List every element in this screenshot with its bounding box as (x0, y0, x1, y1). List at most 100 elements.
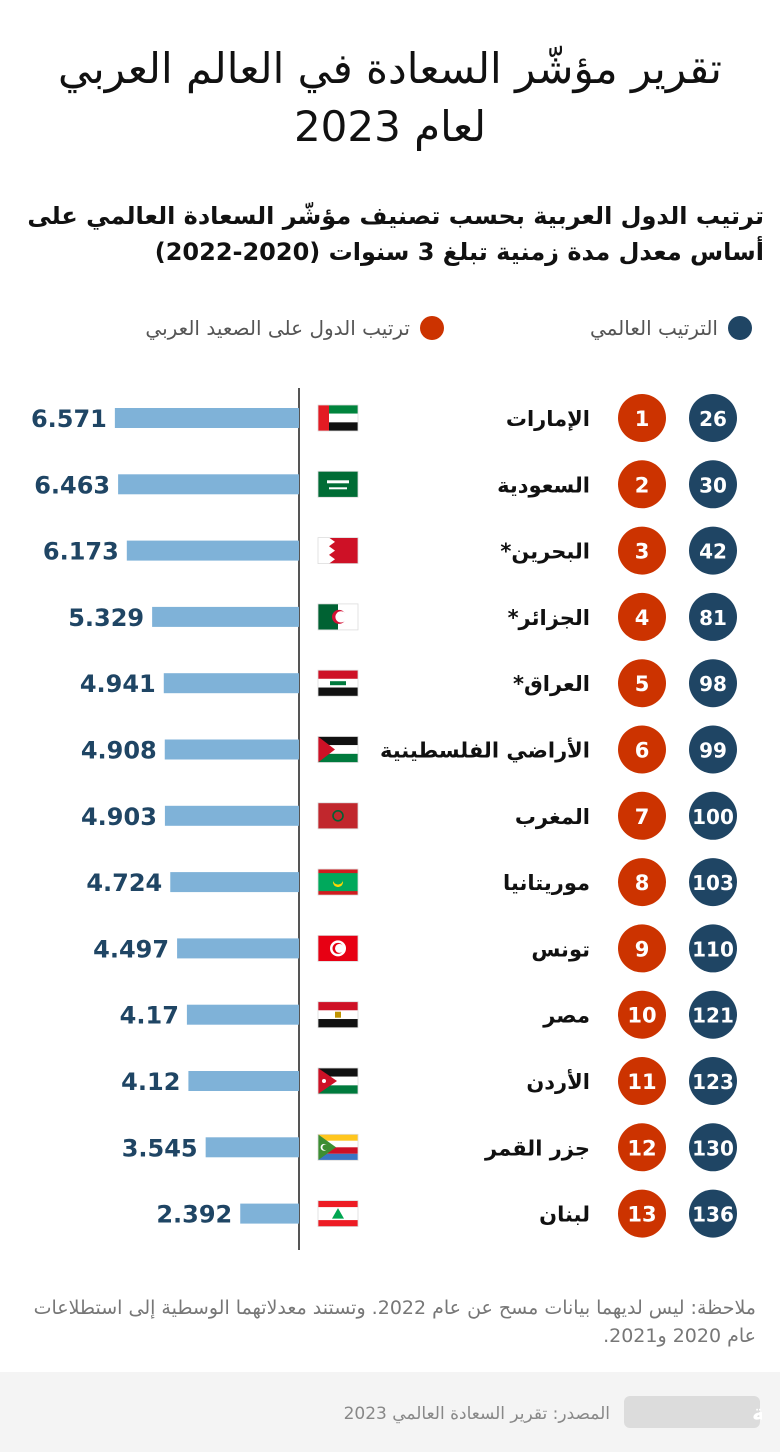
bar (118, 474, 299, 495)
global-rank-badge (689, 1057, 737, 1105)
bahrain-flag-icon (317, 537, 359, 565)
algeria-flag-icon (317, 603, 359, 631)
morocco-flag-icon (317, 802, 359, 830)
lebanon-flag-icon (317, 1200, 359, 1227)
arab-rank-label: 8 (635, 871, 650, 895)
legend-dot-global (728, 316, 752, 340)
arab-rank-badge (618, 924, 666, 973)
global-rank-badge (689, 460, 737, 509)
bar (164, 805, 299, 826)
arab-rank-badge (618, 725, 666, 774)
arab-rank-label: 6 (635, 739, 650, 763)
legend: الترتيب العالمي ترتيب الدول على الصعيد ا… (0, 310, 780, 346)
global-rank-badge (689, 858, 737, 907)
source-text: المصدر: تقرير السعادة العالمي 2023 (343, 1404, 610, 1424)
bar-value-label: 4.724 (86, 869, 162, 897)
bar (240, 1203, 299, 1224)
bar-value-label: 4.908 (81, 737, 157, 765)
iraq-flag-icon (317, 669, 359, 697)
country-name: لبنان (539, 1203, 590, 1227)
legend-item-global: الترتيب العالمي (590, 310, 752, 346)
global-rank-badge (689, 725, 737, 774)
arab-rank-label: 2 (635, 473, 650, 497)
legend-item-arab: ترتيب الدول على الصعيد العربي (145, 310, 444, 346)
bar-value-label: 4.941 (80, 670, 156, 698)
bar-value-label: 4.12 (121, 1068, 180, 1096)
bar (170, 872, 299, 893)
saudi-flag-icon (317, 470, 359, 498)
global-rank-label: 121 (692, 1004, 734, 1028)
global-rank-label: 130 (692, 1136, 734, 1160)
arab-rank-badge (618, 526, 666, 575)
footnote: ملاحظة: ليس لديهما بيانات مسح عن عام 202… (33, 1297, 756, 1347)
global-rank-badge (689, 526, 737, 575)
page-title: تقرير مؤشّر السعادة في العالم العربي لعا… (58, 44, 722, 151)
global-rank-label: 123 (692, 1070, 734, 1094)
arab-rank-badge (618, 394, 666, 442)
arab-rank-label: 12 (627, 1136, 656, 1160)
egypt-flag-icon (317, 1001, 359, 1029)
arab-rank-badge (618, 1123, 666, 1172)
bar-value-label: 4.17 (120, 1002, 179, 1030)
bar (126, 540, 299, 561)
bar-value-label: 4.497 (93, 935, 169, 963)
country-name: البحرين* (500, 540, 590, 564)
legend-label-global: الترتيب العالمي (589, 316, 718, 340)
arab-rank-label: 5 (635, 672, 650, 696)
chart-subtitle: ترتيب الدول العربية بحسب تصنيف مؤشّر الس… (27, 202, 764, 266)
bar-value-label: 3.545 (122, 1134, 198, 1162)
legend-label-arab: ترتيب الدول على الصعيد العربي (145, 316, 410, 340)
global-rank-label: 103 (692, 871, 734, 895)
global-rank-label: 26 (699, 407, 727, 431)
logo-text: بالعربية (752, 1401, 762, 1426)
comoros-flag-icon (317, 1133, 359, 1161)
arab-rank-label: 9 (635, 937, 650, 961)
arab-rank-label: 4 (635, 606, 650, 630)
arab-rank-label: 13 (627, 1203, 656, 1227)
country-name: موريتانيا (503, 871, 590, 895)
global-rank-label: 110 (692, 937, 734, 961)
bar (152, 606, 299, 627)
jordan-flag-icon (317, 1067, 359, 1095)
country-name: الأردن (526, 1068, 590, 1094)
palestine-flag-icon (317, 736, 359, 763)
country-name: الإمارات (506, 407, 590, 431)
arab-rank-label: 10 (627, 1004, 656, 1028)
global-rank-badge (689, 990, 737, 1039)
arab-rank-badge (618, 460, 666, 509)
country-name: العراق* (513, 672, 590, 696)
global-rank-badge (689, 924, 737, 973)
arab-rank-label: 7 (635, 805, 650, 829)
bar-value-label: 2.392 (156, 1201, 232, 1229)
global-rank-badge (689, 394, 737, 442)
global-rank-badge (689, 791, 737, 840)
bar-chart: 6.571 الإمارات 1 266.463 السعودية 2 306.173 الب… (31, 388, 737, 1250)
country-name: تونس (531, 937, 590, 961)
legend-dot-arab (420, 316, 444, 340)
arab-rank-badge (618, 592, 666, 641)
global-rank-label: 100 (692, 805, 734, 829)
arab-rank-badge (618, 1189, 666, 1238)
bar-value-label: 6.173 (43, 538, 119, 566)
global-rank-badge (689, 1123, 737, 1172)
bar-value-label: 6.571 (31, 405, 107, 433)
bar (114, 408, 300, 428)
global-rank-label: 81 (699, 606, 727, 630)
country-name: الجزائر* (508, 606, 590, 630)
cnn-arabic-logo: بالعربية (624, 1396, 762, 1428)
footer: المصدر: تقرير السعادة العالمي 2023 بالعر… (0, 1372, 780, 1452)
country-name: الأراضي الفلسطينية (380, 737, 590, 763)
tunisia-flag-icon (317, 935, 359, 962)
bar-value-label: 5.329 (68, 604, 144, 632)
bar-value-label: 4.903 (81, 803, 157, 831)
global-rank-badge (689, 659, 737, 708)
mauritania-flag-icon (317, 868, 359, 896)
country-name: مصر (542, 1004, 590, 1028)
global-rank-label: 98 (699, 672, 727, 696)
arab-rank-badge (618, 659, 666, 708)
global-rank-label: 30 (699, 473, 727, 497)
global-rank-label: 99 (699, 739, 727, 763)
global-rank-label: 136 (692, 1203, 734, 1227)
country-name: السعودية (497, 473, 590, 497)
arab-rank-label: 11 (627, 1070, 656, 1094)
